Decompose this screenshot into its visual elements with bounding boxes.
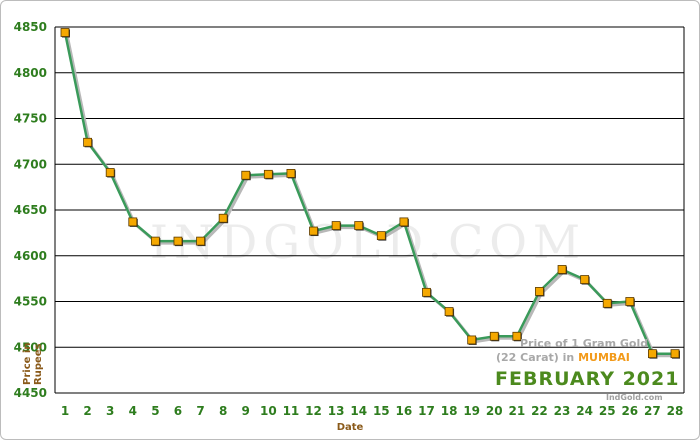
y-tick-label: 4600 bbox=[14, 249, 47, 263]
x-tick-label: 23 bbox=[554, 404, 571, 418]
x-tick-label: 25 bbox=[599, 404, 616, 418]
x-tick-label: 24 bbox=[576, 404, 593, 418]
data-point bbox=[354, 221, 364, 230]
data-point bbox=[670, 349, 680, 359]
x-tick-label: 22 bbox=[531, 404, 548, 418]
y-tick-label: 4650 bbox=[14, 203, 47, 217]
x-tick-label: 18 bbox=[441, 404, 458, 418]
data-point bbox=[376, 231, 386, 241]
x-tick-label: 9 bbox=[242, 404, 250, 418]
x-tick-label: 4 bbox=[129, 404, 137, 418]
x-tick-label: 21 bbox=[509, 404, 526, 418]
x-tick-label: 27 bbox=[644, 404, 661, 418]
y-tick-label: 4450 bbox=[14, 386, 47, 400]
x-tick-label: 13 bbox=[328, 404, 345, 418]
series-line-shadow bbox=[65, 34, 677, 358]
caption-month-year: FEBRUARY 2021 bbox=[495, 368, 679, 390]
data-point bbox=[263, 169, 273, 179]
x-tick-label: 2 bbox=[83, 404, 91, 418]
x-tick-label: 20 bbox=[486, 404, 503, 418]
series-line-path bbox=[63, 32, 675, 355]
data-point bbox=[60, 28, 70, 37]
data-point bbox=[105, 168, 115, 177]
x-tick-label: 17 bbox=[418, 404, 435, 418]
y-tick-label: 4750 bbox=[14, 112, 47, 126]
y-tick-label: 4800 bbox=[14, 66, 47, 80]
x-tick-label: 10 bbox=[260, 404, 277, 418]
x-tick-label: 26 bbox=[621, 404, 638, 418]
data-point bbox=[535, 287, 544, 296]
y-tick-label: 4850 bbox=[14, 20, 47, 34]
x-tick-label: 19 bbox=[463, 404, 480, 418]
y-axis-label: Price inRupees bbox=[22, 343, 44, 385]
x-tick-label: 11 bbox=[283, 404, 300, 418]
data-point bbox=[309, 226, 318, 236]
y-tick-label: 4550 bbox=[14, 295, 47, 309]
x-tick-label: 8 bbox=[219, 404, 227, 418]
caption-line1: Price of 1 Gram Gold bbox=[520, 337, 648, 350]
caption-site: IndGold.com bbox=[606, 393, 663, 402]
data-point bbox=[218, 213, 228, 223]
x-axis-ticks: 1 2 3 4 5 6 7 8 9 10 11 12 13 14 15 16 17 18 19 20 21 22 23 24 2… bbox=[61, 404, 684, 418]
data-point bbox=[83, 137, 92, 147]
data-point bbox=[602, 298, 612, 308]
x-tick-label: 28 bbox=[667, 404, 684, 418]
x-tick-label: 1 bbox=[61, 404, 69, 418]
data-point bbox=[444, 307, 454, 316]
x-tick-label: 7 bbox=[196, 404, 204, 418]
data-point bbox=[331, 221, 341, 230]
data-point bbox=[467, 335, 477, 345]
data-point bbox=[128, 217, 138, 227]
y-axis-label-line1: Price in bbox=[22, 343, 33, 385]
x-tick-label: 14 bbox=[350, 404, 367, 418]
x-tick-label: 12 bbox=[305, 404, 322, 418]
data-point bbox=[648, 349, 657, 359]
caption-line2-prefix: (22 Carat) in bbox=[496, 351, 578, 364]
data-point bbox=[422, 287, 431, 297]
data-point bbox=[399, 217, 409, 227]
y-axis-ticks: 4450 4500 4550 4600 4650 4700 4750 4800 4850 bbox=[14, 20, 47, 400]
series-line bbox=[63, 32, 677, 358]
data-point bbox=[512, 331, 522, 341]
series-markers bbox=[60, 28, 680, 359]
data-point bbox=[150, 236, 160, 246]
y-axis-label-line2: Rupees bbox=[33, 343, 44, 385]
y-tick-label: 4500 bbox=[14, 340, 47, 354]
x-axis-label: Date bbox=[337, 422, 364, 433]
data-point bbox=[286, 168, 296, 178]
x-tick-label: 16 bbox=[396, 404, 413, 418]
data-point bbox=[489, 331, 499, 341]
caption-city: MUMBAI bbox=[578, 351, 630, 364]
watermark: INDGOLD.COM bbox=[150, 215, 586, 269]
data-point bbox=[580, 275, 590, 284]
data-point bbox=[625, 297, 635, 306]
y-tick-label: 4700 bbox=[14, 157, 47, 171]
x-tick-label: 15 bbox=[373, 404, 390, 418]
data-point bbox=[173, 236, 183, 246]
x-tick-label: 3 bbox=[106, 404, 114, 418]
x-tick-label: 6 bbox=[174, 404, 182, 418]
data-point bbox=[241, 170, 251, 180]
data-point bbox=[196, 236, 205, 246]
data-point bbox=[557, 265, 567, 274]
caption-line2: (22 Carat) in MUMBAI bbox=[496, 351, 630, 364]
caption: Price of 1 Gram Gold (22 Carat) in MUMBA… bbox=[495, 337, 679, 402]
x-tick-label: 5 bbox=[151, 404, 159, 418]
